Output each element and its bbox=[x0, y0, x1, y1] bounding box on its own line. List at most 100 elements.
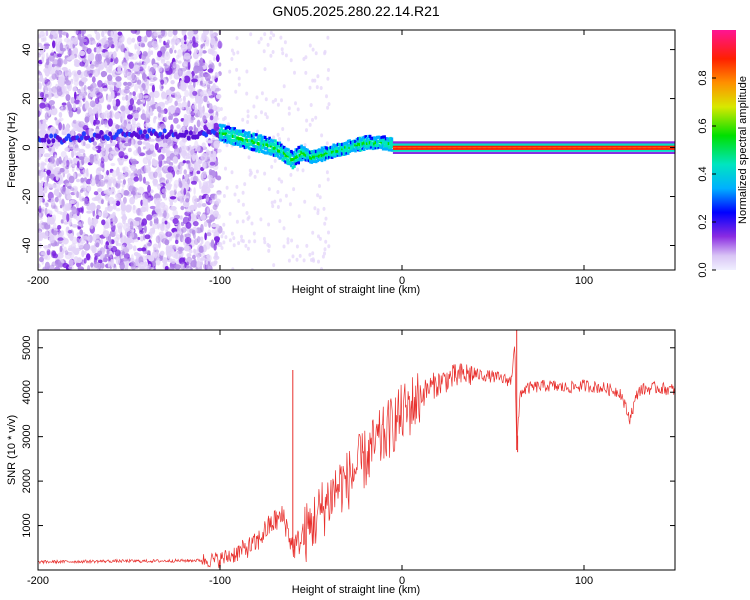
heatmap-y-tick-label: 20 bbox=[21, 92, 33, 104]
heatmap-noise-dot bbox=[254, 115, 258, 119]
heatmap-ridge-cell bbox=[298, 145, 302, 149]
heatmap-noise-dot bbox=[49, 109, 54, 115]
heatmap-ridge-cell bbox=[384, 137, 388, 141]
heatmap-noise-dot bbox=[78, 121, 85, 128]
heatmap-ridge-cell bbox=[274, 146, 277, 150]
heatmap-noise-dot bbox=[82, 169, 87, 174]
heatmap-noise-dot bbox=[93, 47, 97, 53]
heatmap-noise-dot bbox=[131, 195, 139, 200]
heatmap-ridge-cell bbox=[303, 152, 306, 156]
heatmap-noise-dot bbox=[106, 169, 110, 176]
heatmap-noise-dot bbox=[136, 122, 141, 128]
heatmap-ridge-cell bbox=[376, 144, 379, 148]
heatmap-noise-dot bbox=[148, 263, 152, 268]
heatmap-noise-dot bbox=[161, 91, 166, 99]
snr-y-tick-label: 2000 bbox=[21, 469, 33, 493]
heatmap-noise-dot bbox=[282, 226, 286, 231]
heatmap-noise-dot bbox=[128, 95, 132, 100]
heatmap-ridge-cell bbox=[261, 138, 264, 143]
heatmap-noise-dot bbox=[41, 206, 45, 214]
heatmap-noise-dot bbox=[156, 257, 161, 266]
heatmap-noise-dot bbox=[260, 110, 263, 115]
heatmap-noise-dot bbox=[121, 244, 125, 250]
heatmap-noise-dot bbox=[324, 216, 328, 221]
heatmap-noise-dot bbox=[39, 198, 43, 203]
heatmap-noise-dot bbox=[141, 43, 145, 48]
heatmap-noise-dot bbox=[80, 71, 87, 80]
heatmap-noise-dot bbox=[164, 266, 169, 270]
heatmap-noise-dot bbox=[103, 120, 108, 125]
heatmap-noise-dot bbox=[47, 81, 52, 88]
heatmap-noise-dot bbox=[126, 100, 130, 107]
heatmap-noise-dot bbox=[43, 153, 51, 158]
heatmap-noise-dot bbox=[151, 95, 155, 105]
heatmap-noise-dot bbox=[153, 116, 157, 120]
heatmap-ridge-cell bbox=[259, 134, 263, 138]
heatmap-ridge-cell bbox=[252, 136, 255, 140]
heatmap-noise-dot bbox=[70, 96, 75, 104]
heatmap-noise-dot bbox=[128, 61, 134, 69]
heatmap-ridge-cell bbox=[371, 136, 375, 140]
heatmap-noise-dot bbox=[43, 67, 49, 74]
heatmap-ridge-cell bbox=[271, 139, 274, 143]
heatmap-noise-dot bbox=[90, 64, 95, 69]
heatmap-noise-dot bbox=[185, 205, 192, 213]
heatmap-noise-dot bbox=[228, 238, 232, 243]
heatmap-ridge-cell bbox=[380, 143, 383, 147]
heatmap-ridge-cell bbox=[275, 153, 279, 157]
heatmap-ridge-cell bbox=[368, 146, 372, 150]
heatmap-noise-dot bbox=[139, 211, 143, 217]
heatmap-ridge-cell bbox=[323, 149, 327, 153]
heatmap-ridge-cell bbox=[272, 146, 276, 150]
heatmap-noise-dot bbox=[208, 64, 213, 69]
heatmap-noise-dot bbox=[170, 113, 173, 121]
heatmap-noise-dot bbox=[57, 53, 62, 58]
heatmap-noise-dot bbox=[129, 56, 135, 60]
heatmap-ridge-cell bbox=[330, 150, 334, 154]
heatmap-noise-dot bbox=[186, 42, 193, 51]
heatmap-ridge-cell bbox=[268, 148, 271, 152]
heatmap-noise-dot bbox=[208, 178, 212, 186]
heatmap-ridge-cell bbox=[317, 148, 321, 152]
heatmap-noise-dot bbox=[121, 257, 129, 262]
heatmap-noise-dot bbox=[166, 176, 172, 184]
heatmap-noise-dot bbox=[130, 123, 135, 133]
heatmap-noise-dot bbox=[282, 84, 286, 89]
heatmap-noise-dot bbox=[193, 65, 200, 74]
heatmap-ridge-cell bbox=[281, 145, 284, 149]
heatmap-ridge-cell bbox=[352, 139, 356, 143]
heatmap-ridge-cell bbox=[329, 145, 333, 150]
heatmap-noise-dot bbox=[98, 179, 106, 187]
heatmap-noise-dot bbox=[153, 171, 158, 179]
heatmap-ridge-cell bbox=[330, 155, 334, 159]
heatmap-noise-dot bbox=[155, 199, 160, 208]
heatmap-ridge-cell bbox=[341, 142, 344, 146]
heatmap-noise-dot bbox=[106, 249, 110, 255]
heatmap-noise-dot bbox=[133, 238, 139, 243]
heatmap-noise-dot bbox=[241, 190, 245, 195]
heatmap-ridge-cell bbox=[342, 150, 346, 154]
heatmap-ridge-cell bbox=[348, 149, 351, 153]
heatmap-ridge-cell bbox=[275, 151, 279, 155]
heatmap-ridge-cell bbox=[330, 145, 334, 149]
heatmap-noise-dot bbox=[183, 169, 187, 175]
heatmap-ridge-cell bbox=[354, 145, 357, 149]
heatmap-noise-dot bbox=[188, 249, 193, 254]
heatmap-ridge-cell bbox=[358, 145, 362, 149]
heatmap-noise-dot bbox=[100, 267, 103, 270]
heatmap-noise-dot bbox=[114, 236, 120, 243]
heatmap-noise-dot bbox=[107, 39, 114, 45]
heatmap-noise-dot bbox=[78, 156, 85, 161]
heatmap-noise-dot bbox=[218, 62, 222, 67]
heatmap-noise-dot bbox=[40, 251, 46, 256]
heatmap-noise-dot bbox=[120, 203, 125, 209]
heatmap-noise-dot bbox=[252, 231, 256, 236]
heatmap-ridge-cell bbox=[226, 125, 229, 129]
heatmap-ridge-cell bbox=[246, 139, 250, 143]
heatmap-ridge-cell bbox=[325, 146, 328, 150]
heatmap-ridge-cell bbox=[294, 155, 298, 159]
heatmap-noise-dot bbox=[38, 234, 42, 242]
heatmap-noise-dot bbox=[112, 203, 117, 210]
heatmap-ridge-cell bbox=[287, 154, 290, 158]
heatmap-noise-dot bbox=[282, 244, 286, 249]
